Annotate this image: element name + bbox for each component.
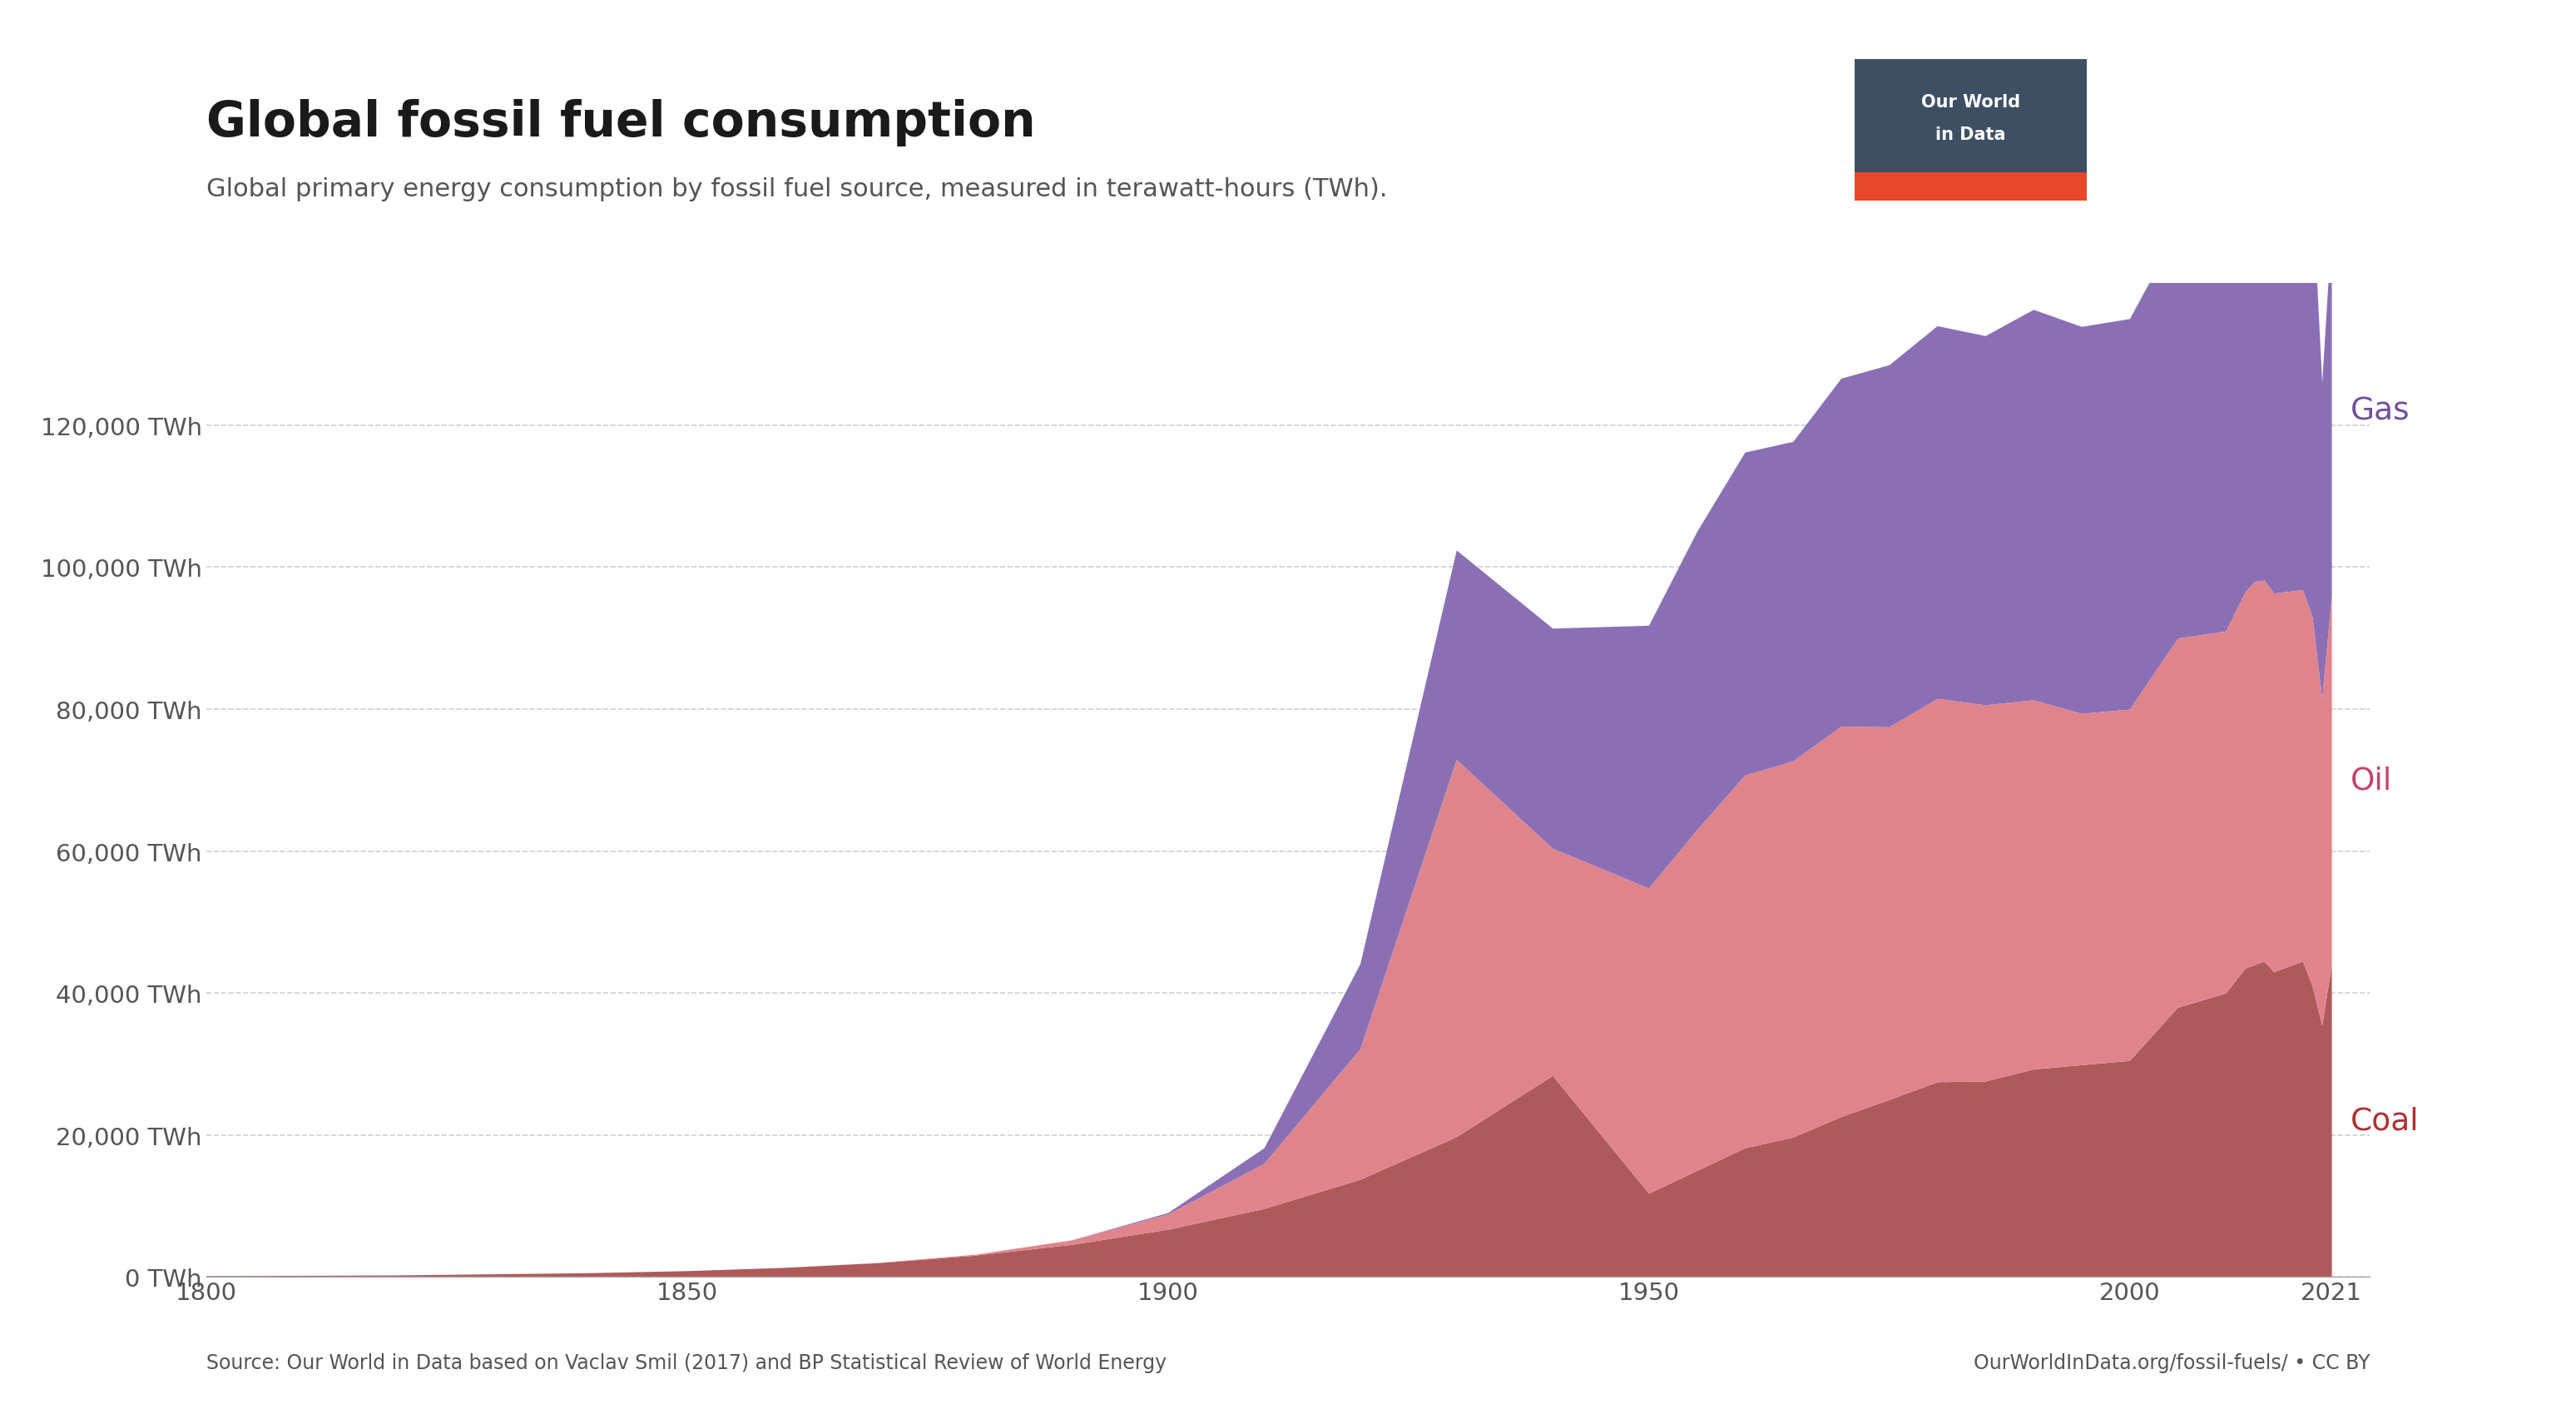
Text: Global fossil fuel consumption: Global fossil fuel consumption — [206, 99, 1036, 146]
Text: Global primary energy consumption by fossil fuel source, measured in terawatt-ho: Global primary energy consumption by fos… — [206, 177, 1386, 201]
Text: Coal: Coal — [2352, 1105, 2419, 1137]
Text: Our World: Our World — [1922, 94, 2020, 111]
Bar — [1855, 173, 2087, 201]
Text: Gas: Gas — [2352, 396, 2411, 427]
Text: Source: Our World in Data based on Vaclav Smil (2017) and BP Statistical Review : Source: Our World in Data based on Vacla… — [206, 1352, 1167, 1372]
Text: Oil: Oil — [2352, 765, 2393, 796]
Text: OurWorldInData.org/fossil-fuels/ • CC BY: OurWorldInData.org/fossil-fuels/ • CC BY — [1973, 1352, 2370, 1372]
Text: in Data: in Data — [1935, 126, 2007, 143]
